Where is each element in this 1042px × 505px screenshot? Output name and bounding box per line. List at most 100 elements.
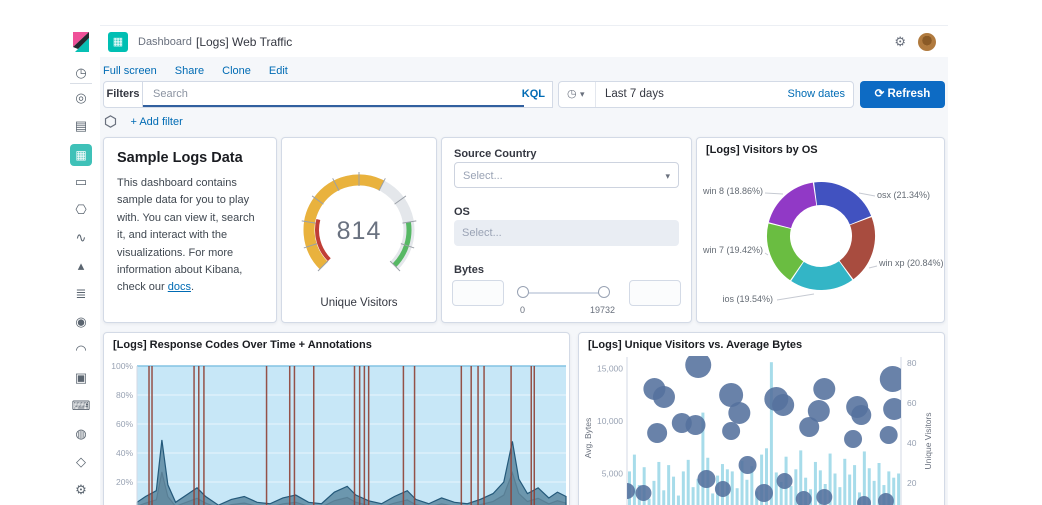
avg-bytes-bar[interactable] [818, 470, 822, 505]
avg-bytes-bar[interactable] [779, 481, 783, 505]
sidebar-item-maps[interactable]: ⎔ [75, 202, 87, 217]
avg-bytes-bar[interactable] [833, 473, 837, 505]
unique-visitors-bubble[interactable] [647, 423, 668, 443]
avg-bytes-bar[interactable] [765, 448, 768, 505]
settings-icon[interactable]: ⚙ [894, 34, 906, 49]
sidebar-item-stack-monitoring[interactable]: ◍ [75, 426, 87, 441]
unique-visitors-bubble[interactable] [755, 484, 773, 502]
avg-bytes-bar[interactable] [686, 459, 690, 505]
sidebar-item-apm[interactable]: ◉ [75, 314, 87, 329]
bytes-slider-handle-max[interactable] [598, 286, 610, 298]
avg-bytes-bar[interactable] [652, 480, 656, 505]
sidebar-item-dashboard[interactable]: ▦ [70, 144, 92, 166]
unique-visitors-bubble[interactable] [635, 485, 652, 501]
sidebar-item-logs[interactable]: ≣ [75, 286, 87, 301]
unique-visitors-bubble[interactable] [879, 426, 898, 444]
unique-visitors-bubble[interactable] [652, 386, 675, 408]
avg-bytes-bar[interactable] [657, 461, 661, 505]
avg-bytes-bar[interactable] [745, 479, 749, 505]
avg-bytes-bar[interactable] [848, 474, 852, 505]
refresh-button[interactable]: ⟳ Refresh [860, 81, 945, 108]
bytes-min-input[interactable] [452, 280, 504, 306]
avg-bytes-bar[interactable] [789, 486, 793, 505]
docs-link[interactable]: docs [167, 281, 191, 294]
unique-visitors-bubble[interactable] [619, 483, 635, 499]
unique-visitors-bubble[interactable] [719, 383, 744, 407]
sidebar-item-dev-tools[interactable]: ⌨ [71, 398, 91, 413]
unique-visitors-bubble[interactable] [816, 489, 833, 505]
unique-visitors-bubble[interactable] [799, 417, 820, 437]
avg-bytes-bar[interactable] [853, 465, 857, 505]
breadcrumb[interactable]: Dashboard [138, 36, 192, 48]
search-input[interactable]: Search KQL [143, 81, 553, 108]
avg-bytes-bar[interactable] [887, 471, 891, 505]
sidebar-item-graph[interactable]: ◇ [76, 454, 86, 469]
unique-visitors-bubble[interactable] [714, 481, 731, 497]
avg-bytes-bar[interactable] [872, 480, 876, 505]
bytes-slider-handle-min[interactable] [517, 286, 529, 298]
avg-bytes-bar[interactable] [867, 468, 871, 505]
unique-visitors-bubble[interactable] [722, 422, 741, 440]
menu-share[interactable]: Share [174, 65, 205, 77]
os-select[interactable]: Select... [454, 220, 679, 246]
avg-bytes-bar[interactable] [676, 495, 680, 505]
unique-visitors-bubble[interactable] [776, 473, 793, 489]
pie-slice-win-xp[interactable] [839, 217, 875, 280]
avg-bytes-bar[interactable] [774, 472, 778, 505]
menu-full-screen[interactable]: Full screen [103, 65, 157, 77]
avg-bytes-bar[interactable] [672, 476, 676, 505]
pie-slice-win-7[interactable] [767, 223, 804, 281]
unique-visitors-bubble[interactable] [685, 352, 712, 378]
avg-bytes-bar[interactable] [711, 493, 715, 505]
sidebar-item-canvas[interactable]: ▭ [74, 174, 88, 189]
time-range-label[interactable]: Last 7 days [605, 88, 664, 100]
menu-clone[interactable]: Clone [222, 65, 251, 77]
unique-visitors-bubble[interactable] [883, 398, 905, 420]
avg-bytes-bar[interactable] [647, 498, 651, 505]
sidebar-item-visualize[interactable]: ▤ [74, 118, 88, 133]
avg-bytes-bar[interactable] [735, 488, 739, 505]
avg-bytes-bar[interactable] [691, 487, 695, 505]
avg-bytes-bar[interactable] [667, 465, 671, 505]
avg-bytes-bar[interactable] [794, 469, 798, 505]
avg-bytes-bar[interactable] [862, 451, 866, 505]
visitors-vs-bytes-chart[interactable]: 5,000 10,000 15,000 20 40 60 80 Avg. Bytes Uniqu… [579, 333, 944, 505]
avg-bytes-bar[interactable] [701, 412, 705, 505]
source-country-select[interactable]: Select... ▾ [454, 162, 679, 188]
filter-icon[interactable] [104, 115, 117, 129]
pie-slice-osx[interactable] [814, 182, 872, 226]
visitors-by-os-donut-chart[interactable]: osx (21.34%) win xp (20.84%) ios (19.54%) w… [697, 156, 944, 322]
avg-bytes-bar[interactable] [662, 490, 666, 505]
sidebar-item-management[interactable]: ⚙ [75, 482, 87, 497]
unique-visitors-bubble[interactable] [813, 378, 836, 400]
bytes-max-input[interactable] [629, 280, 681, 306]
filters-button[interactable]: Filters [103, 81, 143, 108]
unique-visitors-bubble[interactable] [879, 366, 906, 392]
avg-bytes-bar[interactable] [740, 460, 744, 505]
unique-visitors-bubble[interactable] [795, 491, 812, 505]
sidebar-item-siem[interactable]: ▣ [74, 370, 88, 385]
avg-bytes-bar[interactable] [632, 454, 636, 505]
avg-bytes-bar[interactable] [696, 478, 700, 505]
date-picker[interactable]: ◷ ▾ Last 7 days Show dates [558, 81, 854, 108]
kql-button[interactable]: KQL [521, 88, 545, 100]
avg-bytes-bar[interactable] [681, 471, 685, 505]
unique-visitors-bubble[interactable] [697, 470, 716, 488]
avg-bytes-bar[interactable] [750, 466, 754, 505]
sidebar-item-recently-viewed[interactable]: ◷ [75, 65, 87, 80]
sidebar-item-machine-learning[interactable]: ∿ [75, 230, 87, 245]
menu-edit[interactable]: Edit [268, 65, 288, 77]
user-avatar[interactable] [918, 33, 936, 51]
avg-bytes-bar[interactable] [877, 463, 881, 505]
kibana-logo[interactable] [70, 31, 92, 53]
unique-visitors-bubble[interactable] [772, 394, 795, 416]
show-dates-button[interactable]: Show dates [787, 88, 845, 100]
avg-bytes-bar[interactable] [838, 487, 842, 505]
avg-bytes-bar[interactable] [813, 461, 817, 505]
avg-bytes-bar[interactable] [730, 471, 734, 505]
unique-visitors-bubble[interactable] [807, 400, 830, 422]
bytes-slider-track[interactable] [523, 292, 604, 294]
avg-bytes-bar[interactable] [769, 362, 773, 505]
chevron-down-icon[interactable]: ▾ [580, 89, 585, 99]
avg-bytes-bar[interactable] [760, 454, 764, 505]
